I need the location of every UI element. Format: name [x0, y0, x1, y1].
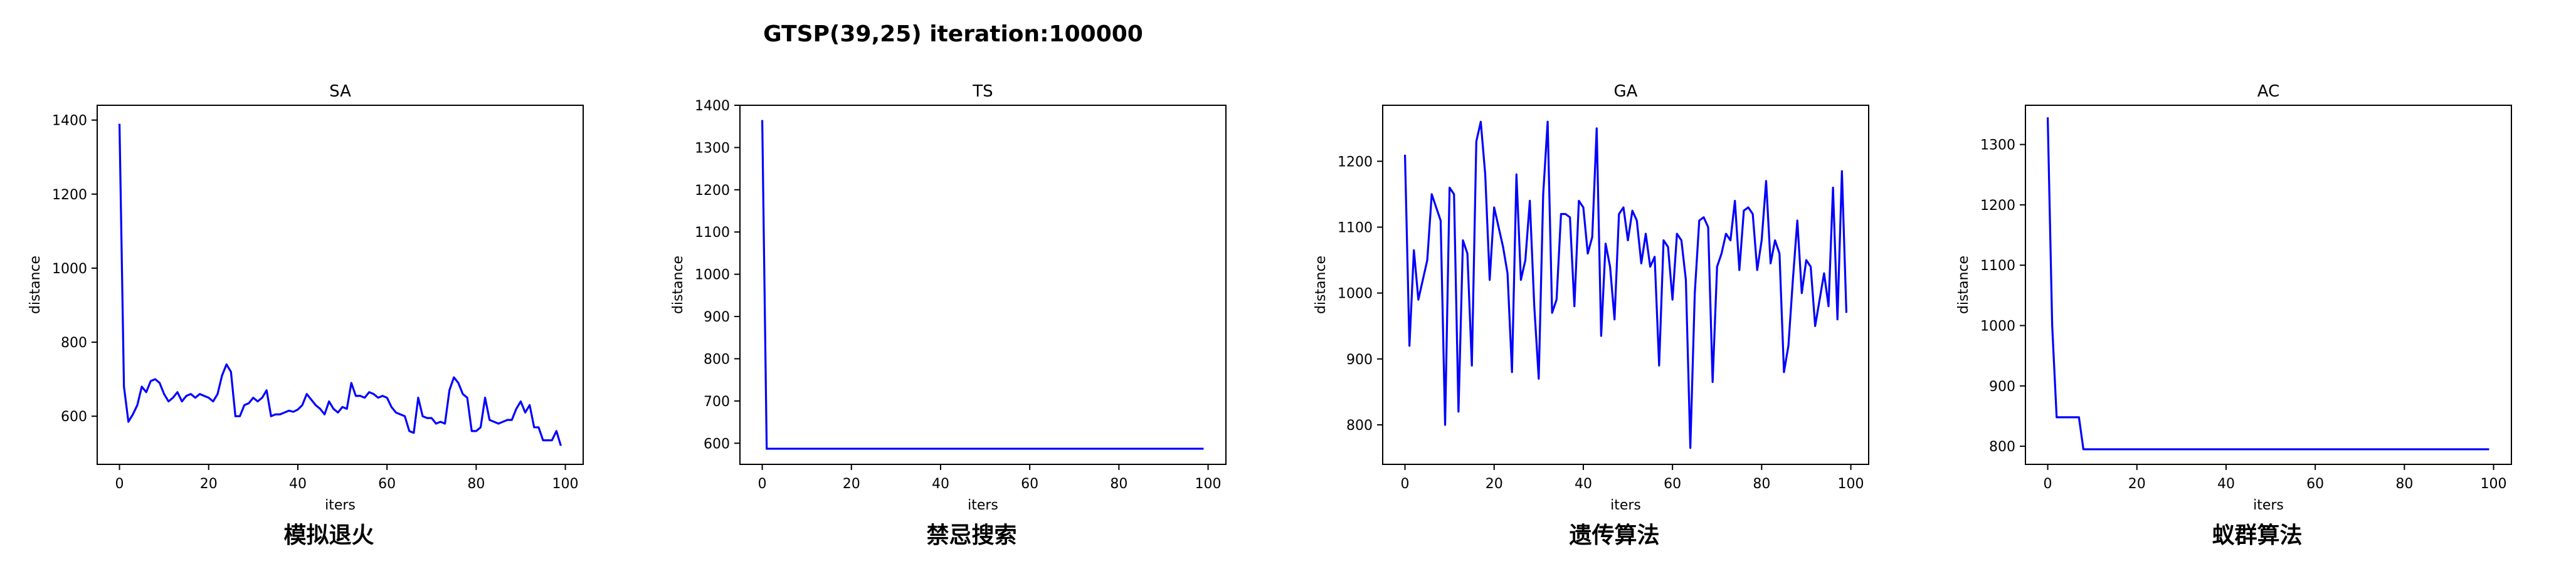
y-tick-label: 1000: [52, 261, 87, 277]
x-tick-label: 20: [1486, 476, 1503, 492]
y-axis-label: distance: [28, 256, 43, 314]
y-tick-label: 1100: [1338, 221, 1373, 236]
subplot-title: AC: [2257, 82, 2279, 101]
x-tick-label: 100: [1838, 476, 1864, 492]
y-tick-label: 700: [704, 394, 730, 410]
x-tick-label: 20: [843, 476, 860, 492]
x-tick-label: 0: [115, 476, 124, 492]
subplot-ga: 0 20 40 60 80 100 800 900 1000 1100 1200 GA iters dis…: [1313, 82, 1869, 548]
y-tick-label: 900: [704, 310, 730, 325]
x-tick-label: 60: [1664, 476, 1681, 492]
y-tick-label: 800: [61, 335, 87, 351]
y-tick-label: 1200: [1980, 198, 2015, 214]
y-tick-label: 1400: [695, 98, 730, 114]
x-tick-label: 80: [1110, 476, 1127, 492]
subplot-caption: 模拟退火: [283, 523, 374, 548]
y-axis-label: distance: [1956, 256, 1972, 314]
series-line-ts: [761, 120, 1204, 450]
y-tick-label: 1100: [1980, 258, 2015, 274]
x-tick-label: 0: [1401, 476, 1410, 492]
y-tick-label: 600: [704, 436, 730, 452]
x-axis-label: iters: [1610, 498, 1641, 513]
x-tick-label: 60: [2306, 476, 2324, 492]
x-tick-label: 20: [200, 476, 218, 492]
y-tick-label: 900: [1989, 379, 2015, 395]
y-axis-label: distance: [1313, 256, 1329, 314]
x-tick-label: 100: [552, 476, 579, 492]
y-tick-label: 1400: [52, 113, 87, 129]
x-tick-label: 0: [2044, 476, 2052, 492]
y-tick-label: 800: [704, 352, 730, 367]
x-axis-label: iters: [2253, 498, 2284, 513]
axes-frame: [2025, 105, 2512, 465]
y-axis-label: distance: [670, 256, 686, 314]
y-tick-label: 1300: [695, 140, 730, 156]
axes-frame: [1382, 105, 1869, 465]
x-tick-label: 0: [758, 476, 767, 492]
x-tick-label: 40: [289, 476, 307, 492]
subplot-ts: 0 20 40 60 80 100 600 700 800 900 1000 1100 1200 1300…: [670, 82, 1227, 548]
series-line-ac: [2046, 117, 2489, 451]
x-tick-label: 80: [467, 476, 485, 492]
x-tick-label: 60: [1021, 476, 1038, 492]
y-tick-label: 900: [1346, 352, 1373, 368]
y-tick-label: 1000: [695, 268, 730, 283]
figure-suptitle: GTSP(39,25) iteration:100000: [763, 21, 1143, 47]
y-tick-label: 800: [1346, 418, 1373, 434]
subplot-caption: 蚁群算法: [2212, 523, 2302, 548]
x-tick-label: 40: [1575, 476, 1592, 492]
y-tick-label: 1000: [1980, 319, 2015, 335]
subplot-ac: 0 20 40 60 80 100 800 900 1000 1100 1200 1300 AC iter…: [1956, 82, 2512, 548]
x-axis-label: iters: [325, 498, 356, 513]
x-tick-label: 100: [1195, 476, 1222, 492]
subplot-caption: 遗传算法: [1569, 523, 1659, 548]
y-tick-label: 1100: [695, 225, 730, 241]
y-tick-label: 1300: [1980, 138, 2015, 154]
subplots-group: 0 20 40 60 80 100600800100012001400SAitersdis…: [28, 82, 2512, 548]
y-tick-label: 1000: [1338, 286, 1373, 302]
subplot-sa: 0 20 40 60 80 100 600 800 1000 1200 1400 SA iters dis…: [28, 82, 584, 548]
series-line-sa: [118, 123, 562, 446]
x-tick-label: 20: [2128, 476, 2146, 492]
axes-frame: [97, 105, 584, 465]
y-tick-label: 1200: [695, 183, 730, 199]
x-axis-label: iters: [968, 498, 998, 513]
y-tick-label: 800: [1989, 439, 2015, 455]
subplot-caption: 禁忌搜索: [926, 523, 1016, 548]
subplot-title: GA: [1614, 82, 1638, 101]
x-tick-label: 80: [2395, 476, 2413, 492]
axes-frame: [739, 105, 1227, 465]
series-line-ga: [1403, 120, 1848, 449]
x-tick-label: 60: [378, 476, 396, 492]
x-tick-label: 40: [932, 476, 949, 492]
subplot-title: TS: [972, 82, 993, 101]
y-tick-label: 1200: [1338, 154, 1373, 170]
x-tick-label: 40: [2217, 476, 2235, 492]
y-tick-label: 600: [61, 409, 87, 425]
y-tick-label: 1200: [52, 187, 87, 203]
subplot-title: SA: [329, 82, 351, 101]
x-tick-label: 100: [2481, 476, 2507, 492]
x-tick-label: 80: [1753, 476, 1770, 492]
